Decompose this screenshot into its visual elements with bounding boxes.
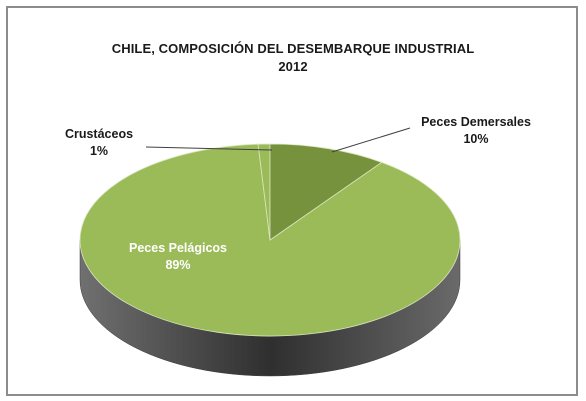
pie-slice-peces-demersales bbox=[269, 143, 383, 241]
label-crustaceos-name: Crustáceos bbox=[65, 127, 133, 141]
label-peces-pelagicos-name: Peces Pelágicos bbox=[129, 241, 227, 255]
label-peces-pelagicos-percent: 89% bbox=[165, 258, 190, 272]
label-peces-demersales-percent: 10% bbox=[463, 132, 488, 146]
label-peces-demersales-name: Peces Demersales bbox=[421, 115, 531, 129]
chart-title: CHILE, COMPOSICIÓN DEL DESEMBARQUE INDUS… bbox=[111, 41, 475, 56]
chart-subtitle-year: 2012 bbox=[278, 59, 308, 74]
leader-line-crustaceos bbox=[145, 146, 273, 151]
leader-line-peces-demersales bbox=[331, 127, 411, 153]
label-crustaceos-percent: 1% bbox=[90, 144, 108, 158]
